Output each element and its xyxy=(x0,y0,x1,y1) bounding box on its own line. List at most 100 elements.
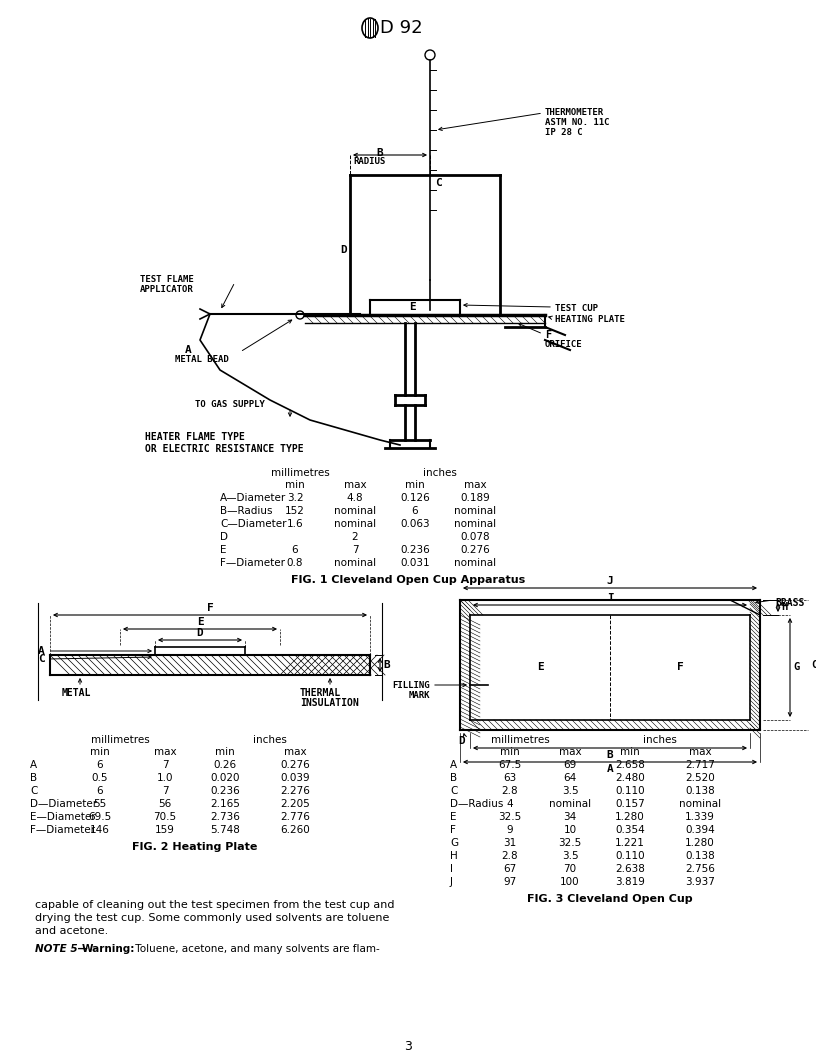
Text: D—Diameter: D—Diameter xyxy=(30,799,97,809)
Text: OR ELECTRIC RESISTANCE TYPE: OR ELECTRIC RESISTANCE TYPE xyxy=(145,444,304,454)
Text: 32.5: 32.5 xyxy=(499,812,521,822)
Text: nominal: nominal xyxy=(454,518,496,529)
Text: IP 28 C: IP 28 C xyxy=(545,128,583,137)
Text: 2.276: 2.276 xyxy=(280,786,310,796)
Text: Warning:: Warning: xyxy=(82,944,135,954)
Text: 0.138: 0.138 xyxy=(685,786,715,796)
Text: A: A xyxy=(450,760,457,770)
Text: 0.110: 0.110 xyxy=(615,851,645,861)
Text: J: J xyxy=(606,576,614,586)
Text: max: max xyxy=(153,747,176,757)
Text: METAL BEAD: METAL BEAD xyxy=(175,355,228,364)
Text: 55: 55 xyxy=(93,799,107,809)
Text: millimetres: millimetres xyxy=(490,735,549,744)
Text: 70: 70 xyxy=(563,864,577,874)
Text: Toluene, acetone, and many solvents are flam-: Toluene, acetone, and many solvents are … xyxy=(132,944,379,954)
Text: H: H xyxy=(781,602,787,612)
Text: 67: 67 xyxy=(503,864,517,874)
Text: F: F xyxy=(676,662,683,672)
Text: nominal: nominal xyxy=(334,506,376,516)
Text: 63: 63 xyxy=(503,773,517,782)
Text: E: E xyxy=(537,662,543,672)
Text: 0.063: 0.063 xyxy=(400,518,430,529)
Text: 2.480: 2.480 xyxy=(615,773,645,782)
Text: A: A xyxy=(38,646,45,656)
Text: 0.157: 0.157 xyxy=(615,799,645,809)
Text: 2.8: 2.8 xyxy=(502,786,518,796)
Text: FIG. 2 Heating Plate: FIG. 2 Heating Plate xyxy=(132,842,258,852)
Text: max: max xyxy=(559,747,581,757)
Text: nominal: nominal xyxy=(679,799,721,809)
Text: 0.039: 0.039 xyxy=(280,773,310,782)
Text: MARK: MARK xyxy=(409,691,430,700)
Text: E—Diameter: E—Diameter xyxy=(30,812,95,822)
Text: 69: 69 xyxy=(563,760,577,770)
Text: 0.110: 0.110 xyxy=(615,786,645,796)
Text: INSULATION: INSULATION xyxy=(300,698,359,708)
Text: min: min xyxy=(500,747,520,757)
Text: G: G xyxy=(793,662,799,672)
Text: A: A xyxy=(606,763,614,774)
Text: 0.276: 0.276 xyxy=(280,760,310,770)
Text: 0.8: 0.8 xyxy=(286,558,304,568)
Text: FILLING: FILLING xyxy=(392,681,430,690)
Text: nominal: nominal xyxy=(454,506,496,516)
Text: ASTM NO. 11C: ASTM NO. 11C xyxy=(545,118,610,127)
Text: 146: 146 xyxy=(90,825,110,835)
Text: 152: 152 xyxy=(285,506,305,516)
Text: 67.5: 67.5 xyxy=(499,760,521,770)
Text: TO GAS SUPPLY: TO GAS SUPPLY xyxy=(195,400,265,409)
Text: and acetone.: and acetone. xyxy=(35,926,109,936)
Text: capable of cleaning out the test specimen from the test cup and: capable of cleaning out the test specime… xyxy=(35,900,394,910)
Text: FIG. 3 Cleveland Open Cup: FIG. 3 Cleveland Open Cup xyxy=(527,894,693,904)
Text: C: C xyxy=(450,786,458,796)
Text: min: min xyxy=(620,747,640,757)
Text: max: max xyxy=(344,480,366,490)
Text: C: C xyxy=(435,178,441,188)
Text: 32.5: 32.5 xyxy=(558,838,582,848)
Text: C—Diameter: C—Diameter xyxy=(220,518,286,529)
Text: 100: 100 xyxy=(561,876,580,887)
Text: 2: 2 xyxy=(352,532,358,542)
Text: 3.5: 3.5 xyxy=(561,786,579,796)
Text: 6: 6 xyxy=(412,506,419,516)
Text: HEATER FLAME TYPE: HEATER FLAME TYPE xyxy=(145,432,245,442)
Text: 0.189: 0.189 xyxy=(460,493,490,503)
Text: BRASS: BRASS xyxy=(775,598,805,608)
Text: drying the test cup. Some commonly used solvents are toluene: drying the test cup. Some commonly used … xyxy=(35,913,389,923)
Text: 69.5: 69.5 xyxy=(88,812,112,822)
Text: D: D xyxy=(458,736,465,746)
Text: B: B xyxy=(606,750,614,760)
Text: D: D xyxy=(220,532,228,542)
Text: 0.138: 0.138 xyxy=(685,851,715,861)
Text: E: E xyxy=(410,302,416,312)
Text: D—Radius: D—Radius xyxy=(450,799,503,809)
Text: min: min xyxy=(90,747,110,757)
Text: A: A xyxy=(185,345,192,355)
Text: 4: 4 xyxy=(507,799,513,809)
Text: 0.020: 0.020 xyxy=(211,773,240,782)
Text: I: I xyxy=(450,864,453,874)
Text: E: E xyxy=(220,545,227,555)
Text: F—Diameter: F—Diameter xyxy=(220,558,285,568)
Text: B: B xyxy=(383,660,390,670)
Text: 2.205: 2.205 xyxy=(280,799,310,809)
Text: I: I xyxy=(606,593,614,603)
Text: 2.520: 2.520 xyxy=(685,773,715,782)
Text: 97: 97 xyxy=(503,876,517,887)
Text: 1.6: 1.6 xyxy=(286,518,304,529)
Text: FIG. 1 Cleveland Open Cup Apparatus: FIG. 1 Cleveland Open Cup Apparatus xyxy=(290,576,526,585)
Text: 2.8: 2.8 xyxy=(502,851,518,861)
Text: 3: 3 xyxy=(404,1040,412,1053)
Text: F: F xyxy=(450,825,456,835)
Text: 0.5: 0.5 xyxy=(91,773,109,782)
Text: min: min xyxy=(215,747,235,757)
Text: TEST FLAME: TEST FLAME xyxy=(140,275,193,284)
Text: max: max xyxy=(689,747,712,757)
Text: B—Radius: B—Radius xyxy=(220,506,273,516)
Text: max: max xyxy=(284,747,306,757)
Text: 2.717: 2.717 xyxy=(685,760,715,770)
Text: E: E xyxy=(197,617,203,627)
Text: 31: 31 xyxy=(503,838,517,848)
Text: A—Diameter: A—Diameter xyxy=(220,493,286,503)
